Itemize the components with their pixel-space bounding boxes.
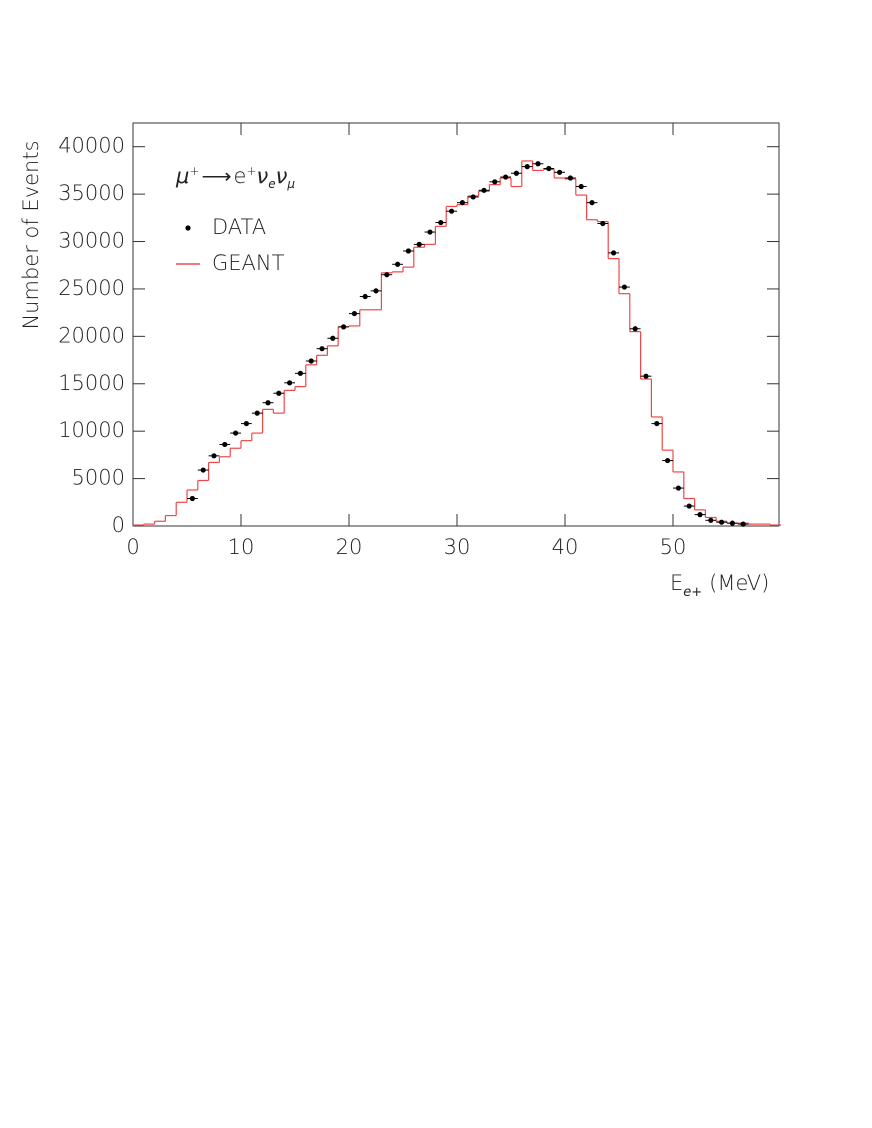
data-point bbox=[578, 183, 584, 190]
legend-label: GEANT bbox=[212, 251, 285, 275]
data-point bbox=[675, 485, 682, 491]
data-point bbox=[567, 175, 574, 181]
data-point bbox=[287, 380, 293, 386]
ann: ⟶ bbox=[201, 164, 231, 188]
data-point bbox=[395, 261, 401, 267]
data-point bbox=[686, 503, 692, 509]
data-point bbox=[351, 310, 357, 317]
x-tick-label: 0 bbox=[126, 535, 139, 559]
data-point bbox=[297, 370, 303, 376]
data-point bbox=[632, 326, 638, 332]
data-point bbox=[600, 220, 606, 227]
data-point bbox=[546, 165, 552, 172]
x-tick-label: 40 bbox=[552, 535, 579, 559]
ann: e bbox=[268, 177, 275, 191]
y-tick-label: 25000 bbox=[58, 276, 125, 300]
data-point bbox=[200, 467, 206, 473]
data-point bbox=[189, 495, 195, 502]
data-point bbox=[211, 453, 217, 459]
data-point bbox=[470, 194, 476, 200]
data-point bbox=[492, 179, 498, 185]
data-point bbox=[341, 324, 347, 330]
data-point bbox=[557, 169, 563, 175]
data-point bbox=[319, 346, 325, 352]
x-axis-label: Ee+ (MeV) bbox=[670, 571, 769, 600]
ann: μ bbox=[286, 177, 295, 191]
x-label-unit: (MeV) bbox=[709, 571, 769, 595]
data-point bbox=[243, 420, 249, 427]
data-point bbox=[535, 161, 541, 167]
ann: e bbox=[234, 164, 247, 188]
plot-frame bbox=[132, 122, 780, 527]
data-point bbox=[265, 400, 271, 406]
data-point bbox=[654, 420, 660, 427]
x-label-sub: e+ bbox=[683, 585, 702, 600]
data-point bbox=[405, 248, 411, 254]
data-point bbox=[524, 164, 530, 170]
y-axis-label: Number of Events bbox=[19, 140, 43, 329]
ann: + bbox=[246, 164, 256, 178]
data-point bbox=[459, 200, 465, 206]
legend-label: DATA bbox=[212, 215, 266, 239]
data-point bbox=[589, 200, 595, 206]
x-tick-label: 10 bbox=[228, 535, 255, 559]
x-tick-label: 30 bbox=[444, 535, 471, 559]
y-tick-label: 10000 bbox=[58, 418, 125, 442]
data-point bbox=[611, 250, 617, 256]
data-point bbox=[427, 229, 433, 235]
ann: μ bbox=[175, 164, 189, 188]
data-point bbox=[697, 512, 703, 518]
x-label-main: E bbox=[670, 571, 683, 595]
y-tick-label: 30000 bbox=[58, 229, 125, 253]
y-tick-label: 40000 bbox=[58, 134, 125, 158]
data-point bbox=[708, 517, 714, 523]
data-point bbox=[729, 520, 736, 526]
y-tick-label: 20000 bbox=[58, 323, 125, 347]
data-point bbox=[621, 284, 628, 290]
data-point bbox=[416, 241, 422, 247]
annotation: μ+⟶e+νeνμ bbox=[175, 164, 295, 191]
data-point bbox=[330, 335, 336, 341]
data-point bbox=[222, 441, 228, 448]
data-point bbox=[513, 170, 520, 176]
y-tick-label: 35000 bbox=[58, 181, 125, 205]
y-tick-label: 5000 bbox=[72, 466, 125, 490]
legend-marker bbox=[185, 225, 191, 231]
data-point bbox=[740, 521, 746, 527]
data-point bbox=[308, 358, 314, 364]
ann: + bbox=[189, 164, 199, 178]
data-point bbox=[373, 288, 379, 294]
data-point bbox=[665, 457, 671, 464]
data-point bbox=[276, 390, 282, 396]
x-tick-label: 50 bbox=[660, 535, 687, 559]
data-point bbox=[449, 208, 455, 214]
data-point bbox=[719, 519, 725, 525]
y-tick-label: 15000 bbox=[58, 371, 125, 395]
data-point bbox=[384, 272, 390, 278]
ann: ν bbox=[257, 164, 269, 188]
data-point bbox=[362, 293, 368, 300]
data-point bbox=[643, 373, 649, 379]
ann: ν bbox=[276, 164, 288, 188]
data-point bbox=[481, 187, 487, 193]
data-point bbox=[503, 174, 509, 180]
data-point bbox=[233, 430, 239, 436]
x-tick-label: 20 bbox=[336, 535, 363, 559]
data-point bbox=[438, 219, 444, 226]
y-tick-label: 0 bbox=[112, 513, 125, 537]
data-point bbox=[254, 410, 260, 416]
